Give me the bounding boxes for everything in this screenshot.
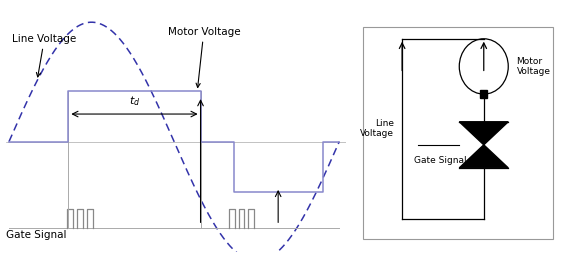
Text: Line
Voltage: Line Voltage <box>360 119 394 138</box>
FancyBboxPatch shape <box>363 27 553 239</box>
Text: Motor Voltage: Motor Voltage <box>167 26 240 88</box>
Bar <box>480 90 488 98</box>
Text: $t_d$: $t_d$ <box>129 94 140 108</box>
Text: Gate Signal: Gate Signal <box>6 230 66 240</box>
Polygon shape <box>459 122 508 145</box>
Text: Motor
Voltage: Motor Voltage <box>517 57 551 76</box>
Text: Line Voltage: Line Voltage <box>12 34 77 77</box>
Polygon shape <box>459 145 508 168</box>
Text: Gate Signal: Gate Signal <box>414 156 467 165</box>
